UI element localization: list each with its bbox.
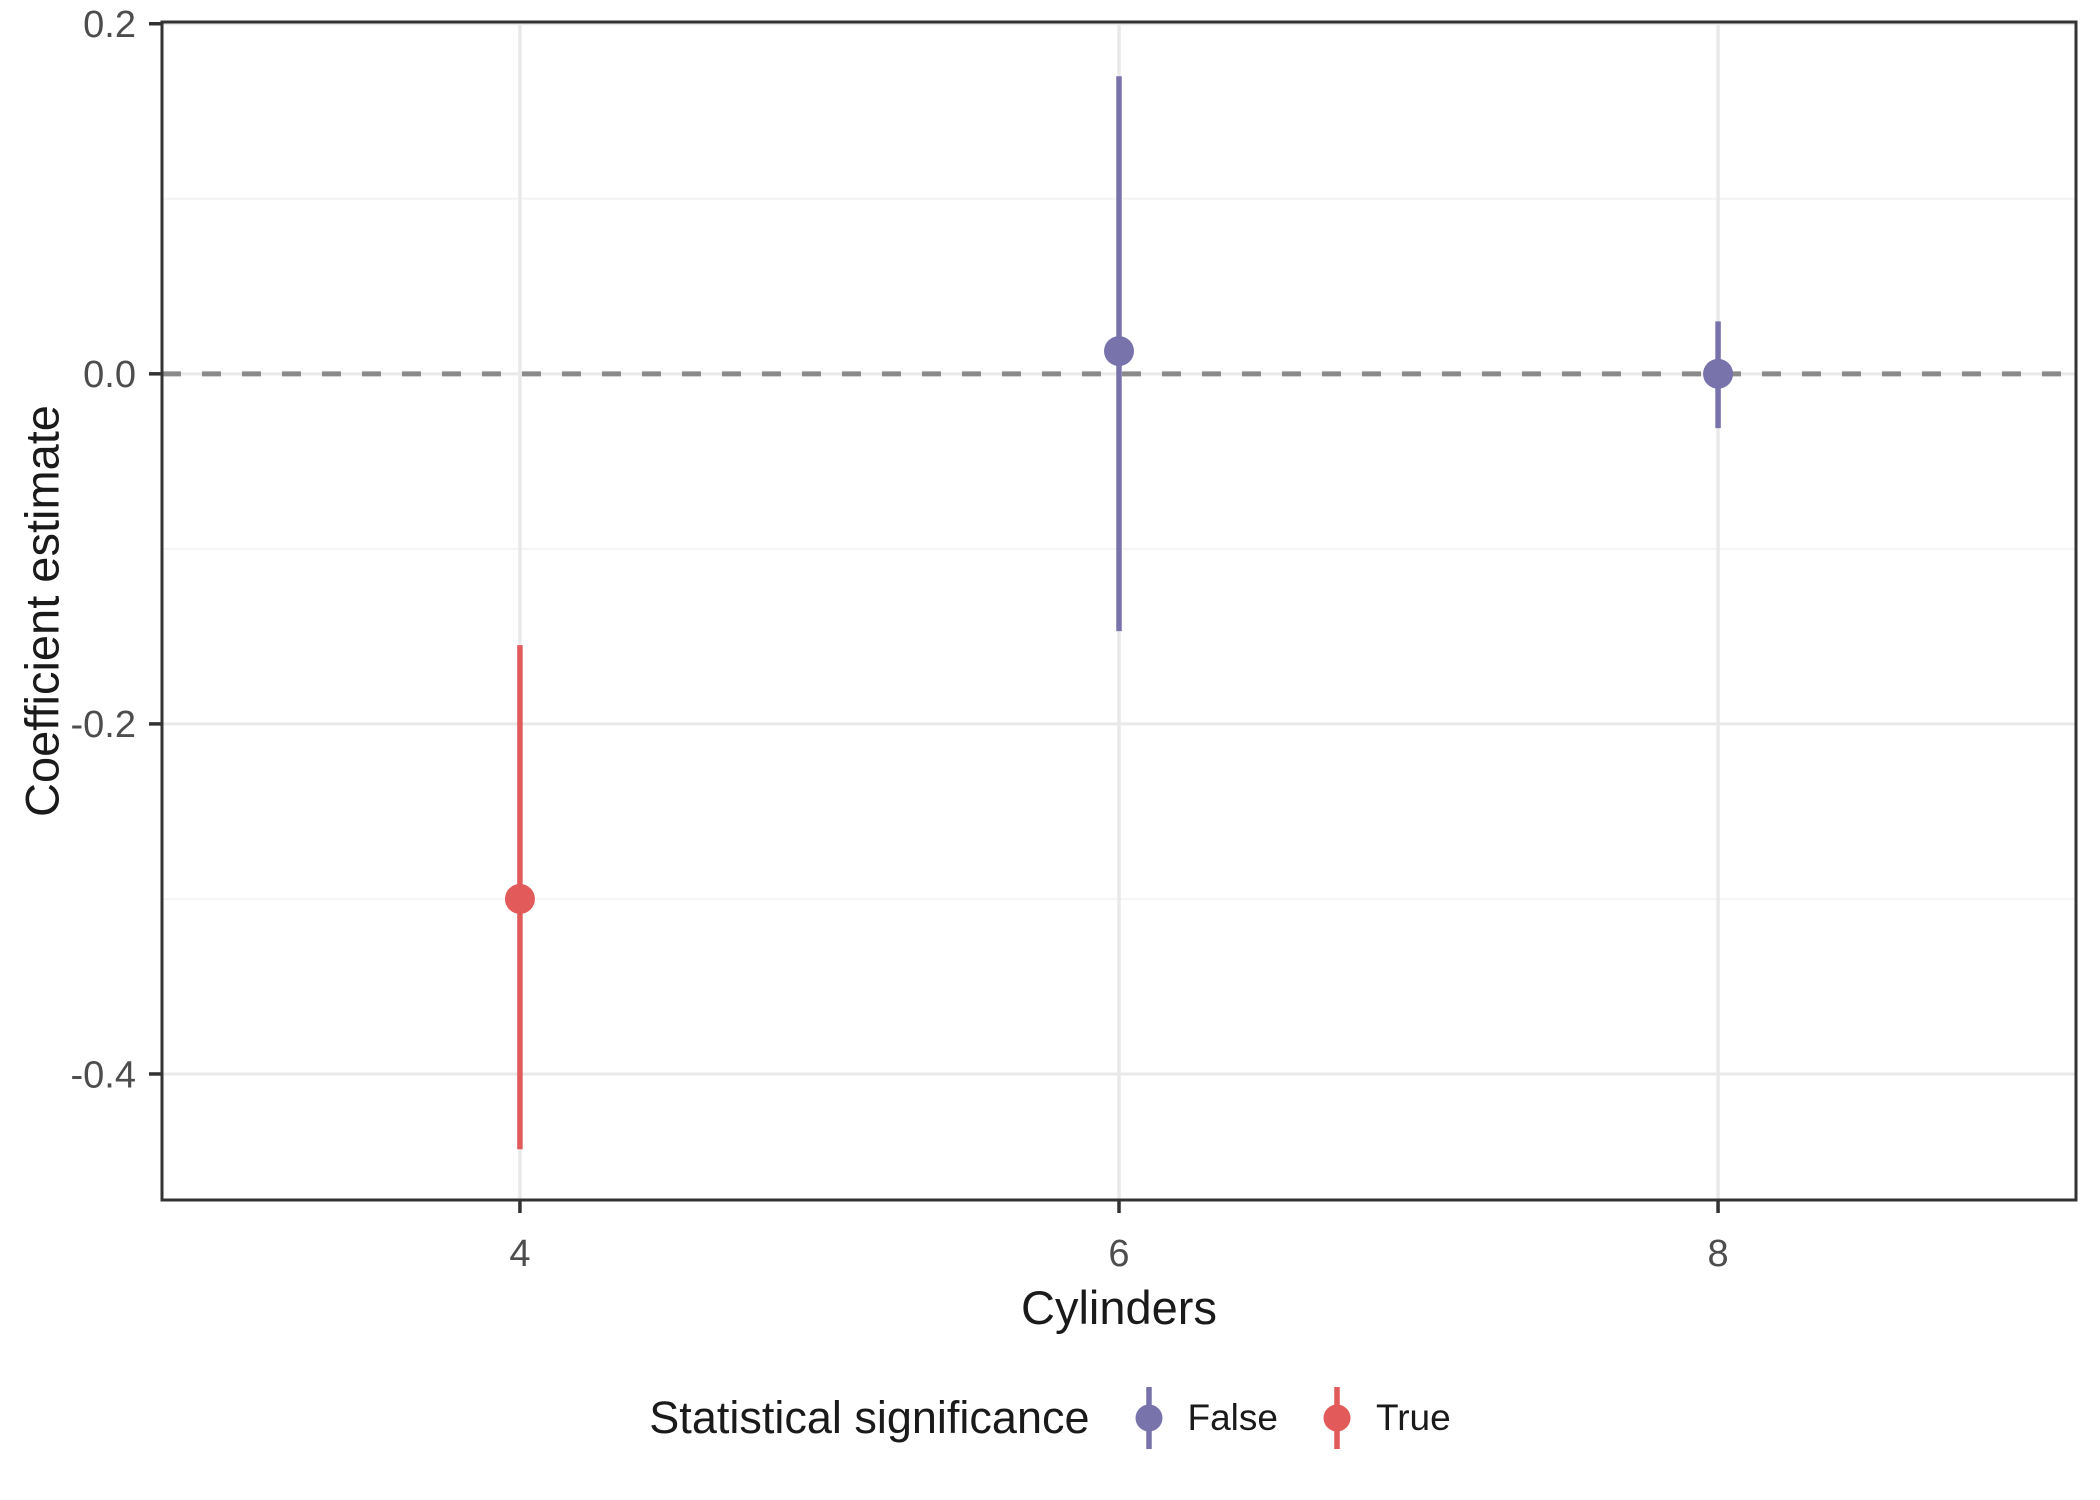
y-tick-label: 0.0 <box>83 354 136 396</box>
legend-label-true: True <box>1375 1397 1451 1438</box>
x-axis-title: Cylinders <box>1021 1281 1217 1334</box>
pointrange-glyph-icon <box>1323 1387 1351 1449</box>
pointrange-glyph-icon <box>1135 1387 1162 1449</box>
y-tick-label: 0.2 <box>83 4 136 46</box>
x-tick-label: 4 <box>509 1233 530 1275</box>
legend-item-false: False <box>1132 1383 1278 1453</box>
y-tick-label: -0.4 <box>71 1054 136 1096</box>
x-tick-label: 8 <box>1707 1233 1728 1275</box>
legend-label-false: False <box>1187 1397 1278 1438</box>
legend: Statistical significance False True <box>0 1383 2100 1453</box>
point-estimate-false-8 <box>1703 358 1734 389</box>
point-estimate-false-6 <box>1104 336 1134 367</box>
legend-item-true: True <box>1320 1383 1451 1453</box>
x-tick-label: 6 <box>1108 1233 1129 1275</box>
point-estimate-true-4 <box>504 883 535 914</box>
legend-title: Statistical significance <box>649 1392 1090 1443</box>
y-tick-label: -0.2 <box>71 704 136 746</box>
y-axis-title: Coefficient estimate <box>15 405 69 817</box>
